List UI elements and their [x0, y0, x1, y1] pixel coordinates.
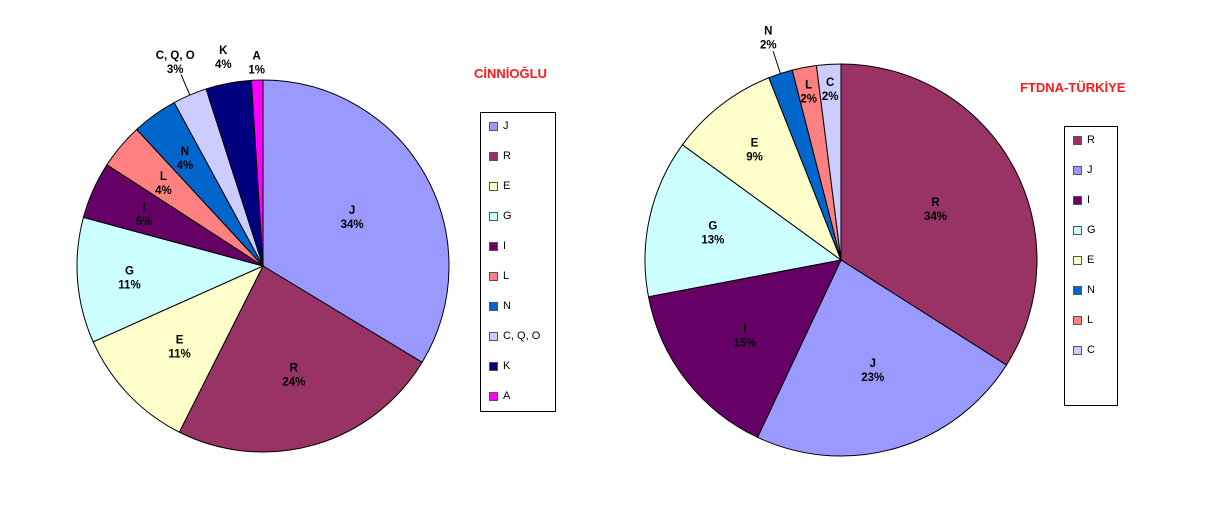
legend-swatch [1073, 345, 1082, 355]
legend-label: K [503, 360, 511, 372]
slice-label: I 5% [136, 202, 153, 228]
legend-label: A [503, 390, 511, 402]
legend-item: G [489, 210, 512, 222]
legend-label: E [1087, 254, 1095, 266]
legend-swatch [1073, 225, 1082, 235]
legend-item: E [1073, 254, 1094, 266]
legend-item: R [489, 150, 511, 162]
pie-slice-e [681, 77, 843, 262]
slice-label: K 4% [215, 45, 232, 71]
legend-swatch [489, 241, 498, 251]
legend-swatch [1073, 285, 1082, 295]
pie-slice-r [840, 63, 1038, 366]
slice-label: G 13% [701, 220, 724, 246]
leader-line [180, 74, 191, 96]
legend-swatch [489, 211, 498, 221]
legend-label: C, Q, O [503, 330, 541, 342]
legend-label: C [1087, 344, 1095, 356]
pie-slice-j [262, 79, 450, 364]
slice-label: L 2% [800, 80, 817, 106]
legend-item: L [489, 270, 509, 282]
pie-slice-e [92, 264, 265, 433]
legend-item: R [1073, 134, 1095, 146]
pie-chart-ftdna-turkiye: R 34% J 23% I 15% G 13% E 9% N 2% L 2% C 2% [644, 25, 1038, 457]
slice-label: G 11% [118, 265, 140, 291]
pie-slice-g [644, 144, 843, 298]
legend-item: N [1073, 284, 1095, 296]
legend-item: A [489, 390, 510, 402]
legend-label: G [503, 210, 512, 222]
pie-slice-c [815, 63, 842, 261]
legend-swatch [489, 151, 498, 161]
legend-item: I [489, 240, 506, 252]
legend-item: I [1073, 194, 1090, 206]
legend-label: L [1087, 314, 1094, 326]
legend-item: G [1073, 224, 1096, 236]
legend-item: K [489, 360, 510, 372]
slice-label: C 2% [822, 77, 839, 103]
legend-item: E [489, 180, 510, 192]
slice-label: L 4% [155, 171, 172, 197]
legend-label: N [1087, 284, 1095, 296]
slice-label: E 9% [746, 137, 763, 163]
legend-item: C, Q, O [489, 330, 540, 342]
legend-swatch [489, 181, 498, 191]
pie-slice-a [250, 79, 264, 267]
legend-item: C [1073, 344, 1095, 356]
chart-title-cinnioglu: CİNNİOĞLU [474, 66, 547, 81]
slice-label: R 34% [924, 197, 947, 223]
slice-label: E 11% [168, 335, 190, 361]
slice-label: J 23% [861, 358, 884, 384]
legend-ftdna-turkiye: R J I G E N L C [1064, 126, 1118, 406]
legend-swatch [1073, 255, 1082, 265]
legend-label: N [503, 300, 511, 312]
legend-swatch [489, 271, 498, 281]
legend-label: E [503, 180, 511, 192]
legend-item: J [489, 120, 509, 132]
legend-label: L [503, 270, 510, 282]
pie-slice-j [756, 259, 1008, 457]
slice-label: N 4% [177, 146, 194, 172]
legend-swatch [489, 391, 498, 401]
legend-swatch [489, 121, 498, 131]
pie-chart-cinnioglu: J 34% R 24% E 11% G 11% I 5%L 4% N 4% C, Q, O 3% K 4% A 1% [76, 45, 450, 453]
legend-swatch [1073, 195, 1082, 205]
legend-label: G [1087, 224, 1096, 236]
legend-item: N [489, 300, 511, 312]
legend-label: J [503, 120, 509, 132]
legend-label: I [1087, 194, 1091, 206]
legend-swatch [1073, 165, 1082, 175]
legend-swatch [489, 301, 498, 311]
legend-item: L [1073, 314, 1093, 326]
slice-label: C, Q, O 3% [156, 50, 195, 76]
legend-label: I [503, 240, 507, 252]
leader-line [772, 51, 781, 74]
slice-label: A 1% [248, 50, 265, 76]
legend-swatch [489, 331, 498, 341]
chart-title-ftdna-turkiye: FTDNA-TÜRKİYE [1020, 80, 1126, 95]
slice-label: R 24% [282, 362, 305, 388]
pie-slice-i [647, 259, 842, 439]
slice-label: I 15% [733, 323, 756, 349]
legend-swatch [1073, 315, 1082, 325]
legend-swatch [489, 361, 498, 371]
legend-item: J [1073, 164, 1093, 176]
legend-label: R [1087, 134, 1095, 146]
legend-cinnioglu: J R E G I L N C, Q, O K A [480, 112, 556, 412]
legend-swatch [1073, 135, 1082, 145]
slice-label: N 2% [760, 25, 777, 51]
legend-label: J [1087, 164, 1093, 176]
pie-slice-g [76, 216, 265, 343]
slice-label: J 34% [341, 205, 364, 231]
legend-label: R [503, 150, 511, 162]
